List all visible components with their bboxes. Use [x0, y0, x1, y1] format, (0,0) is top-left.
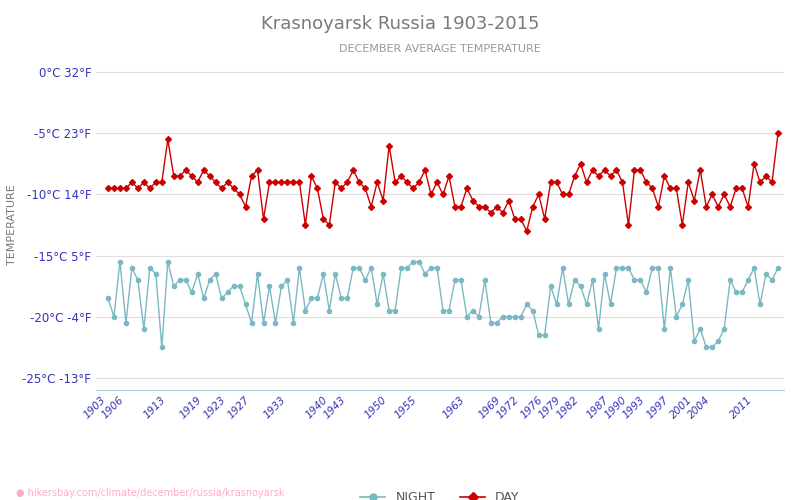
Text: Krasnoyarsk Russia 1903-2015: Krasnoyarsk Russia 1903-2015 — [261, 15, 539, 33]
Y-axis label: TEMPERATURE: TEMPERATURE — [6, 184, 17, 266]
Text: ● hikersbay.com/climate/december/russia/krasnoyarsk: ● hikersbay.com/climate/december/russia/… — [16, 488, 285, 498]
Legend: NIGHT, DAY: NIGHT, DAY — [355, 486, 525, 500]
Title: DECEMBER AVERAGE TEMPERATURE: DECEMBER AVERAGE TEMPERATURE — [339, 44, 541, 54]
